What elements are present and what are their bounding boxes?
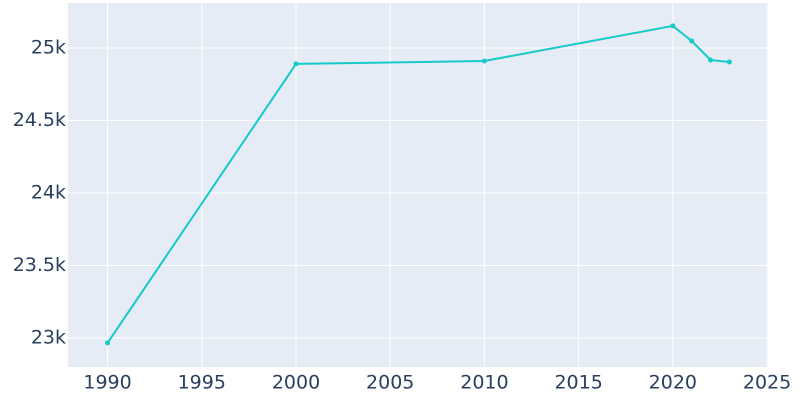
x-tick-label: 2000 [272,372,320,394]
point [689,38,695,44]
plot-area [68,3,768,367]
point [293,61,299,67]
y-tick-label: 24k [31,181,66,203]
y-tick-label: 25k [31,36,66,58]
y-tick-label: 24.5k [13,109,66,131]
point [105,340,111,346]
point [481,58,487,64]
x-tick-label: 2010 [460,372,508,394]
x-tick-label: 1990 [83,372,131,394]
x-tick-label: 2025 [743,372,791,394]
point [708,57,714,63]
x-tick-label: 2020 [649,372,697,394]
x-tick-label: 2015 [554,372,602,394]
y-tick-label: 23k [31,326,66,348]
point [726,59,732,65]
point [670,23,676,29]
y-tick-label: 23.5k [13,254,66,276]
x-tick-label: 2005 [366,372,414,394]
x-tick-label: 1995 [178,372,226,394]
